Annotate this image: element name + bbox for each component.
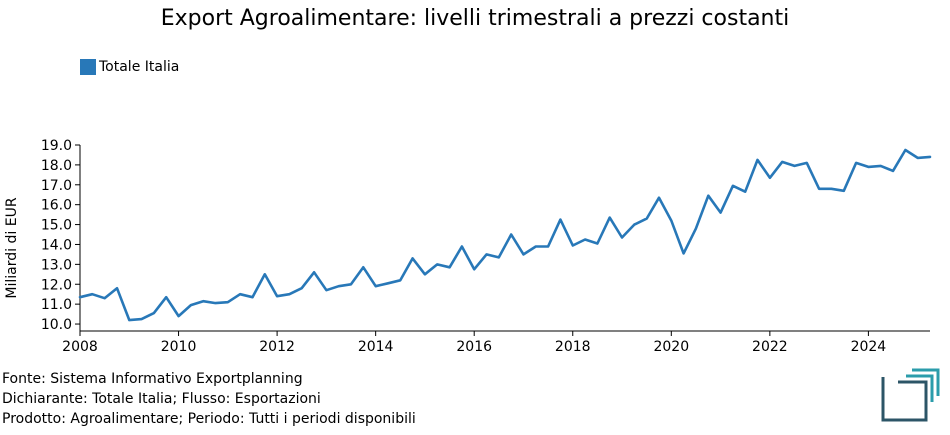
y-tick-label: 18.0 — [41, 158, 72, 174]
legend-label: Totale Italia — [99, 59, 180, 75]
y-tick-label: 13.0 — [41, 257, 72, 273]
chart-title: Export Agroalimentare: livelli trimestra… — [160, 6, 790, 31]
x-tick-label: 2018 — [555, 339, 591, 355]
y-tick-label: 19.0 — [41, 138, 72, 154]
x-tick-label: 2020 — [653, 339, 689, 355]
x-tick-label: 2024 — [851, 339, 887, 355]
x-tick-label: 2012 — [259, 339, 295, 355]
footer-product: Prodotto: Agroalimentare; Periodo: Tutti… — [2, 411, 416, 427]
footer-declarant: Dichiarante: Totale Italia; Flusso: Espo… — [2, 391, 321, 407]
y-tick-label: 16.0 — [41, 198, 72, 214]
y-tick-label: 15.0 — [41, 218, 72, 234]
exportplanning-logo-icon — [881, 368, 940, 422]
legend: Totale Italia — [80, 59, 179, 75]
footer-source: Fonte: Sistema Informativo Exportplannin… — [2, 371, 303, 387]
series-line-totale-italia — [78, 148, 932, 322]
y-tick-label: 14.0 — [41, 237, 72, 253]
x-tick-label: 2016 — [456, 339, 492, 355]
y-tick-label: 12.0 — [41, 277, 72, 293]
legend-swatch — [80, 59, 96, 75]
y-tick-label: 10.0 — [41, 317, 72, 333]
x-tick-label: 2014 — [358, 339, 394, 355]
x-tick-label: 2010 — [161, 339, 197, 355]
x-tick-label: 2022 — [752, 339, 788, 355]
y-tick-label: 17.0 — [41, 178, 72, 194]
x-tick-label: 2008 — [62, 339, 98, 355]
y-tick-label: 11.0 — [41, 297, 72, 313]
y-axis-label: Miliardi di EUR — [4, 197, 20, 298]
